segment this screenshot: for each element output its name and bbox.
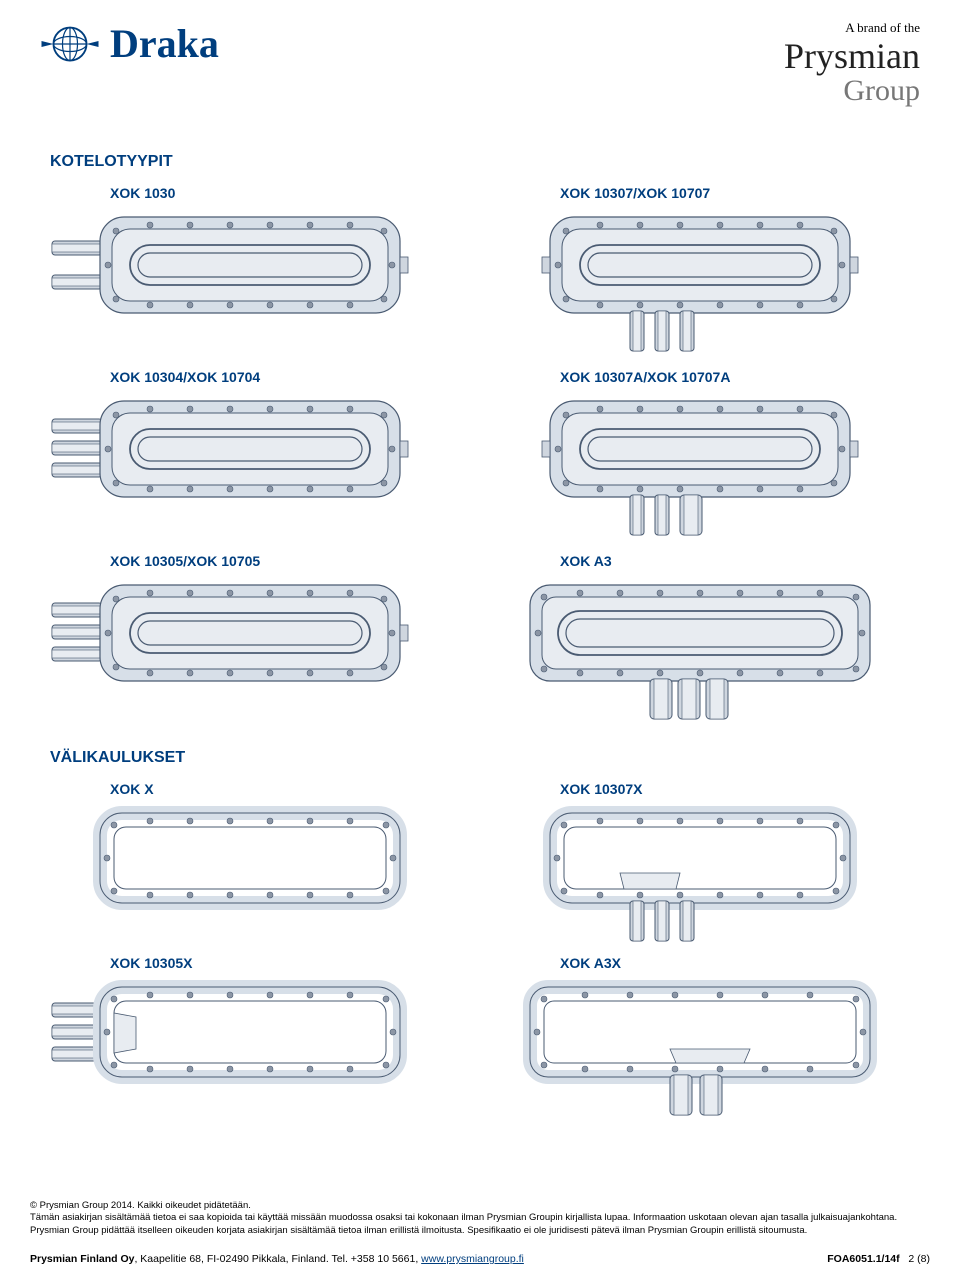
footer-doc-code: FOA6051.1/14f <box>827 1253 899 1265</box>
enclosure-label: XOK 10305/XOK 10705 <box>110 553 460 569</box>
enclosure-diagram <box>50 575 430 695</box>
enclosure-item: XOK 10307A/XOK 10707A <box>500 363 910 541</box>
content-area: KOTELOTYYPIT XOK 1030 XOK 10307/XOK 1070… <box>0 115 960 1123</box>
enclosure-diagram <box>500 575 880 725</box>
prysmian-group-text: Group <box>843 74 920 107</box>
enclosure-label: XOK 1030 <box>110 185 460 201</box>
enclosure-item: XOK 10305/XOK 10705 <box>50 547 460 725</box>
spacer-item: XOK 10307X <box>500 775 910 943</box>
enclosure-grid: XOK 1030 XOK 10307/XOK 10707 XOK 10304/X… <box>50 179 910 731</box>
spacer-label: XOK X <box>110 781 460 797</box>
spacer-diagram <box>50 977 430 1087</box>
enclosure-label: XOK A3 <box>560 553 910 569</box>
section-valikaulukset: VÄLIKAULUKSET <box>50 749 910 767</box>
spacer-diagram <box>500 803 880 943</box>
enclosure-label: XOK 10307A/XOK 10707A <box>560 369 910 385</box>
spacer-grid: XOK X XOK 10307X XOK 10305X XOK A3X <box>50 775 910 1123</box>
spacer-label: XOK A3X <box>560 955 910 971</box>
globe-icon <box>40 23 100 65</box>
enclosure-diagram <box>500 391 880 541</box>
footer-right: FOA6051.1/14f 2 (8) <box>827 1253 930 1265</box>
enclosure-item: XOK 10304/XOK 10704 <box>50 363 460 541</box>
footer-page: 2 (8) <box>908 1253 930 1265</box>
spacer-diagram <box>50 803 430 913</box>
enclosure-label: XOK 10307/XOK 10707 <box>560 185 910 201</box>
footer-left: Prysmian Finland Oy, Kaapelitie 68, FI-0… <box>30 1253 524 1265</box>
spacer-item: XOK 10305X <box>50 949 460 1117</box>
prysmian-logo-block: A brand of the Prysmian Group <box>784 20 920 105</box>
enclosure-label: XOK 10304/XOK 10704 <box>110 369 460 385</box>
spacer-label: XOK 10305X <box>110 955 460 971</box>
page-footer: Prysmian Finland Oy, Kaapelitie 68, FI-0… <box>30 1253 930 1265</box>
legal-block: © Prysmian Group 2014. Kaikki oikeudet p… <box>30 1200 930 1237</box>
spacer-item: XOK A3X <box>500 949 910 1117</box>
spacer-diagram <box>500 977 880 1117</box>
enclosure-item: XOK 10307/XOK 10707 <box>500 179 910 357</box>
enclosure-diagram <box>500 207 880 357</box>
footer-address: , Kaapelitie 68, FI-02490 Pikkala, Finla… <box>134 1253 421 1265</box>
spacer-item: XOK X <box>50 775 460 943</box>
copyright-text: © Prysmian Group 2014. Kaikki oikeudet p… <box>30 1200 251 1211</box>
enclosure-item: XOK A3 <box>500 547 910 725</box>
section-kotelotyypit: KOTELOTYYPIT <box>50 153 910 171</box>
enclosure-item: XOK 1030 <box>50 179 460 357</box>
enclosure-diagram <box>50 207 430 327</box>
prysmian-logo: Prysmian Group <box>784 40 920 105</box>
legal-body-text: Tämän asiakirjan sisältämää tietoa ei sa… <box>30 1212 897 1235</box>
enclosure-diagram <box>50 391 430 511</box>
prysmian-text: Prysmian <box>784 36 920 76</box>
draka-logo: Draka <box>40 20 219 67</box>
footer-link[interactable]: www.prysmiangroup.fi <box>421 1253 524 1265</box>
brand-of-text: A brand of the <box>784 20 920 36</box>
footer-company: Prysmian Finland Oy <box>30 1253 134 1265</box>
page-header: Draka A brand of the Prysmian Group <box>0 0 960 115</box>
draka-text: Draka <box>110 20 219 67</box>
spacer-label: XOK 10307X <box>560 781 910 797</box>
